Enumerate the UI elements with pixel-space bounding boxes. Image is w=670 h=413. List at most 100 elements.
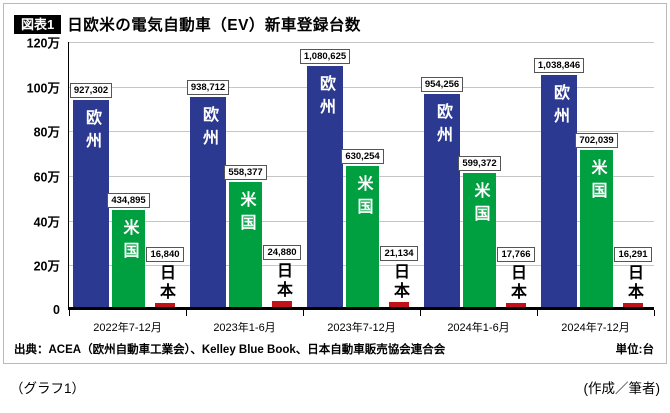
gridline [69,42,654,43]
bar-japan [623,303,643,307]
value-label-europe: 1,038,846 [533,58,585,73]
value-label-japan: 24,880 [263,245,301,261]
plot-area: 927,302 欧州 434,895 米国 16,840 日本 938,712 欧州 558,3… [68,42,655,316]
value-label-europe: 927,302 [69,82,113,98]
figure-box: 図表1 日欧米の電気自動車（EV）新車登録台数 120万 100万 80万 60万 40… [3,3,667,364]
value-label-japan: 16,291 [614,247,652,263]
x-axis-tick [186,310,187,316]
column-us: 558,377 米国 [224,165,267,307]
bar-europe: 欧州 [541,75,577,307]
series-label-europe: 欧州 [317,74,334,121]
x-axis-category-label: 2022年7-12月 [93,322,162,334]
series-label-europe: 欧州 [434,102,451,149]
caption-left: （グラフ1） [10,381,86,396]
value-label-japan: 16,840 [146,247,184,263]
column-japan: 16,840 日本 [146,247,184,307]
figure-header: 図表1 日欧米の電気自動車（EV）新車登録台数 [14,12,654,36]
x-axis-category-label: 2023年1-6月 [213,322,276,334]
bar-group: 1,080,625 欧州 630,254 米国 21,134 日本 [299,42,420,307]
series-label-japan: 日本 [508,264,525,302]
source-row: 出典：ACEA（欧州自動車工業会）、Kelley Blue Book、日本自動車… [14,341,654,357]
bar-group: 1,038,846 欧州 702,039 米国 16,291 日本 [533,42,654,307]
series-label-japan: 日本 [625,264,642,303]
column-japan: 16,291 日本 [614,247,652,307]
y-axis-tick-label: 20万 [33,259,60,274]
series-label-us: 米国 [354,175,372,222]
bar-us: 米国 [346,166,379,307]
ev-registrations-bar-chart: 120万 100万 80万 60万 40万 20万 0 927,302 欧州 434,895 米国… [14,37,655,318]
value-label-europe: 938,712 [186,80,230,96]
column-europe: 1,038,846 欧州 [533,58,585,307]
series-label-japan: 日本 [157,264,174,303]
x-axis-category-label: 2023年7-12月 [327,322,396,334]
figure-title: 日欧米の電気自動車（EV）新車登録台数 [67,17,361,34]
column-europe: 1,080,625 欧州 [299,48,351,307]
series-label-europe: 欧州 [551,84,568,130]
x-axis-category-label: 2024年1-6月 [447,322,510,334]
column-japan: 17,766 日本 [497,247,535,307]
value-label-us: 630,254 [341,149,384,165]
value-label-europe: 954,256 [420,76,464,92]
bar-us: 米国 [229,182,262,307]
source-text: 出典：ACEA（欧州自動車工業会）、Kelley Blue Book、日本自動車… [14,344,446,356]
column-us: 630,254 米国 [341,149,384,307]
column-europe: 938,712 欧州 [186,80,230,307]
caption-row: （グラフ1） (作成／筆者) [0,367,670,397]
caption-right: (作成／筆者) [583,381,661,396]
figure-number-badge: 図表1 [14,14,62,34]
bar-group: 954,256 欧州 599,372 米国 17,766 日本 [420,42,537,307]
column-europe: 954,256 欧州 [420,76,464,307]
value-label-europe: 1,080,625 [299,48,351,64]
y-axis-tick-label: 40万 [33,215,60,230]
y-axis-tick-label: 120万 [26,36,60,51]
column-us: 599,372 米国 [458,156,501,307]
bar-us: 米国 [580,150,613,307]
column-japan: 24,880 日本 [263,245,301,307]
x-axis-category-label: 2024年7-12月 [561,322,630,334]
bar-europe: 欧州 [73,99,109,307]
column-japan: 21,134 日本 [380,246,418,307]
column-us: 702,039 米国 [575,133,618,307]
y-axis-tick-label: 100万 [26,81,60,96]
bar-group: 938,712 欧州 558,377 米国 24,880 日本 [186,42,303,307]
series-label-us: 米国 [120,218,138,265]
series-label-us: 米国 [588,159,606,206]
value-label-us: 434,895 [107,192,150,208]
bar-europe: 欧州 [307,65,343,307]
bar-us: 米国 [463,173,496,307]
bar-japan [272,301,292,307]
unit-label: 単位:台 [615,344,654,356]
x-axis-labels: 2022年7-12月 2023年1-6月 2023年7-12月 2024年1-6月 20… [69,319,654,334]
series-label-europe: 欧州 [200,106,217,153]
value-label-us: 558,377 [224,165,267,181]
y-axis-tick-label: 80万 [33,125,60,140]
column-europe: 927,302 欧州 [69,82,113,307]
y-axis-tick-label: 60万 [33,170,60,185]
series-label-japan: 日本 [274,262,291,301]
y-axis-tick-label: 0 [53,303,60,317]
bar-europe: 欧州 [190,97,226,307]
bar-groups: 927,302 欧州 434,895 米国 16,840 日本 938,712 欧州 558,3… [69,42,654,307]
bar-group: 927,302 欧州 434,895 米国 16,840 日本 [69,42,186,307]
y-axis: 120万 100万 80万 60万 40万 20万 0 [14,37,68,318]
series-label-japan: 日本 [391,263,408,302]
series-label-us: 米国 [237,191,255,238]
value-label-us: 702,039 [575,133,618,149]
x-axis-tick [537,310,538,316]
gridline [69,131,654,133]
x-axis-tick [654,310,655,316]
bar-us: 米国 [112,209,145,307]
value-label-us: 599,372 [458,156,501,172]
gridline [69,86,654,88]
x-axis-tick [420,310,421,316]
x-axis-tick [303,310,304,316]
bar-japan [506,303,526,307]
value-label-japan: 17,766 [497,247,535,262]
x-axis-tick [69,310,70,316]
bar-japan [389,302,409,307]
bar-japan [155,303,175,307]
column-us: 434,895 米国 [107,192,150,307]
series-label-europe: 欧州 [83,108,100,155]
bar-europe: 欧州 [424,93,460,307]
value-label-japan: 21,134 [380,246,418,262]
